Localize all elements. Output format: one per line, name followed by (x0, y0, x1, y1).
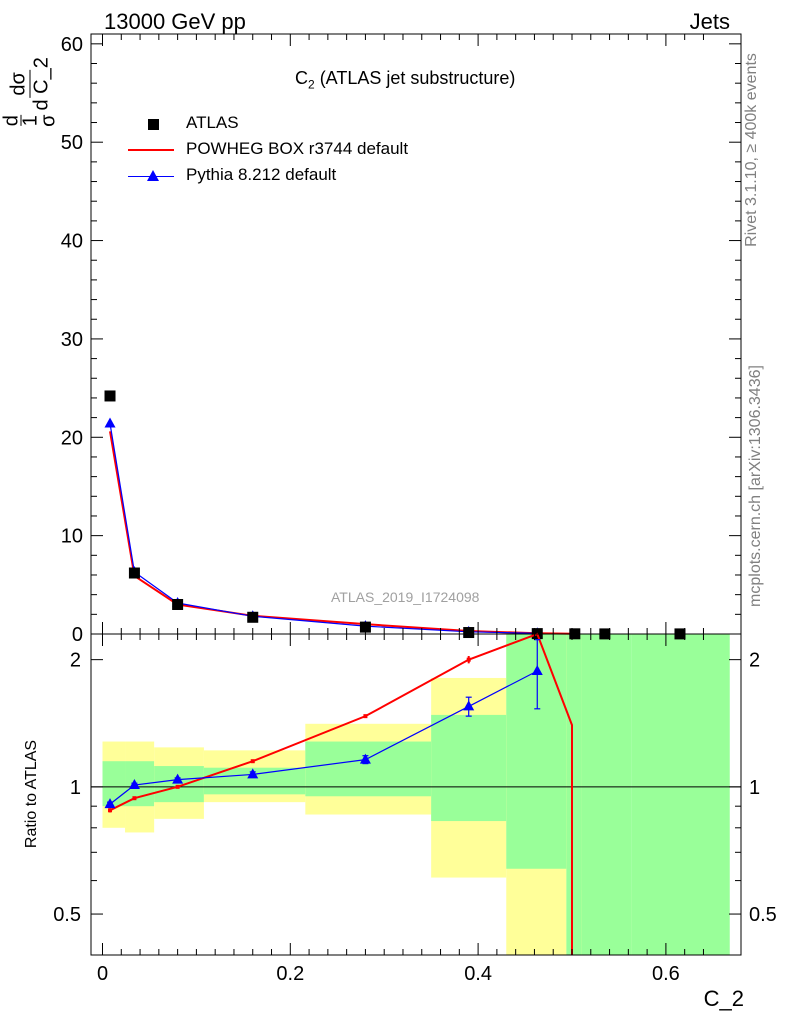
stat-uncertainty-band (566, 634, 582, 955)
powheg-ratio-point (466, 657, 471, 662)
legend-entry-powheg: POWHEG BOX r3744 default (126, 138, 456, 162)
pythia-ratio-point (128, 779, 140, 790)
powheg-ratio-point (250, 759, 255, 764)
pythia-point (104, 417, 116, 428)
legend-line-red (128, 149, 174, 151)
legend-entry-pythia: Pythia 8.212 default (126, 164, 456, 188)
stat-uncertainty-band (305, 741, 432, 797)
analysis-watermark: ATLAS_2019_I1724098 (331, 589, 480, 605)
plot-title: C2 (ATLAS jet substructure) (295, 68, 516, 92)
plot-axes: 0 10 20 30 40 50 60 0 0.2 0.4 0.6 0.5 0.5 1 1 2 2 (53, 33, 777, 985)
pythia-ratio-point (463, 700, 475, 711)
stat-uncertainty-band (631, 634, 730, 955)
atlas-data-point (104, 390, 116, 402)
pythia-ratio-point (531, 665, 543, 676)
legend-marker-square (148, 119, 159, 130)
pythia-ratio-point (247, 768, 259, 779)
y-tick-label: 20 (61, 427, 83, 449)
legend-marker-triangle (147, 170, 159, 181)
y-tick-label: 0 (72, 624, 83, 646)
atlas-data-point (247, 611, 259, 623)
ratio-y-tick-label: 0.5 (53, 904, 81, 926)
ratio-y-tick-label-right: 2 (749, 650, 760, 672)
header-process-label: Jets (689, 9, 730, 34)
pythia-ratio-point (172, 773, 184, 784)
atlas-data-point (463, 627, 475, 639)
header-energy-label: 13000 GeV pp (104, 9, 246, 34)
y-tick-label: 30 (61, 329, 83, 351)
powheg-ratio-point (363, 714, 368, 719)
x-tick-label: 0 (97, 963, 108, 985)
stat-uncertainty-band (154, 766, 204, 803)
ratio-y-tick-label: 1 (70, 777, 81, 799)
legend-label: ATLAS (186, 113, 239, 132)
atlas-data-point (359, 621, 371, 633)
atlas-data-point (128, 567, 140, 579)
y-tick-label: 40 (61, 231, 83, 253)
stat-uncertainty-band (102, 761, 126, 807)
x-tick-label: 0.6 (652, 963, 680, 985)
ratio-y-tick-label-right: 1 (749, 777, 760, 799)
ratio-y-tick-label-right: 0.5 (749, 904, 777, 926)
pythia-ratio-point (104, 798, 116, 809)
x-tick-label: 0.2 (276, 963, 304, 985)
powheg-ratio-point (108, 808, 113, 813)
lower-frame (90, 633, 742, 956)
pythia-ratio-point (359, 753, 371, 764)
powheg-ratio-point (132, 796, 137, 801)
ratio-uncertainty-bands (102, 634, 730, 955)
ratio-plot-series (91, 632, 741, 955)
main-plot-series (104, 390, 686, 640)
stat-uncertainty-band (581, 634, 632, 955)
y-tick-label: 10 (61, 526, 83, 548)
legend-label: Pythia 8.212 default (186, 165, 337, 184)
legend-label: POWHEG BOX r3744 default (186, 139, 409, 158)
x-tick-label: 0.4 (464, 963, 492, 985)
powheg-ratio-point (175, 784, 180, 789)
legend-entry-atlas: ATLAS (126, 112, 426, 136)
stat-uncertainty-band (431, 714, 507, 822)
y-tick-label: 60 (61, 34, 83, 56)
upper-frame (90, 33, 742, 635)
atlas-data-point (172, 598, 184, 610)
ratio-y-tick-label: 2 (70, 650, 81, 672)
y-tick-label: 50 (61, 132, 83, 154)
x-axis-label: C_2 (703, 986, 744, 1011)
